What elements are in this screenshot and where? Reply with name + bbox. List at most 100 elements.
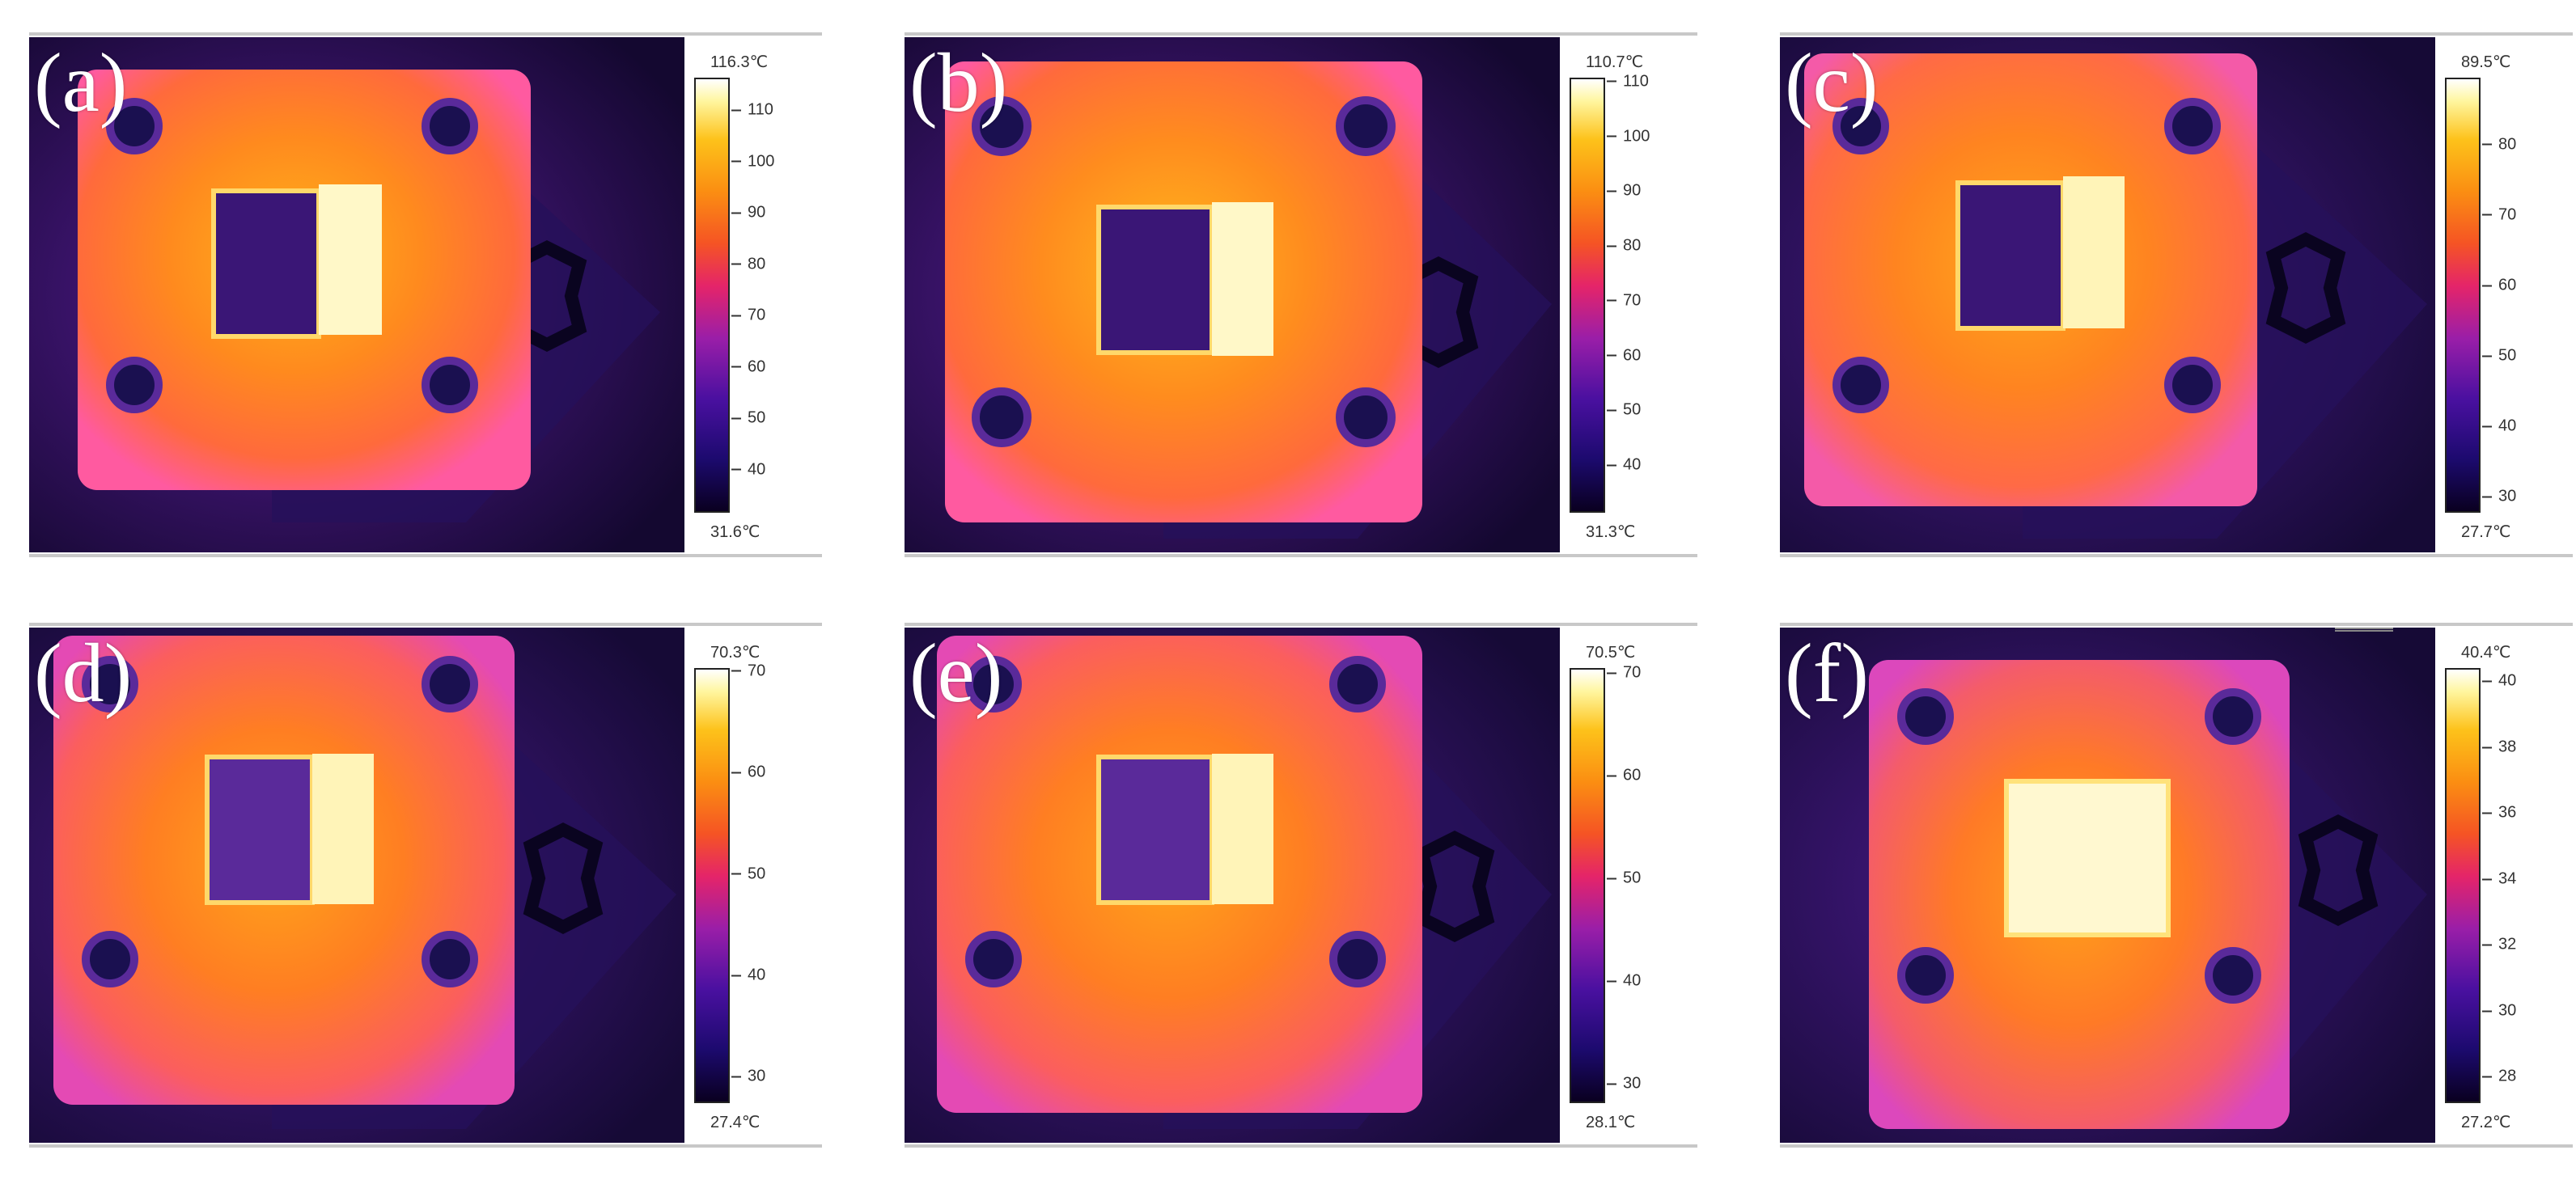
panel-label: (c)	[1785, 36, 1879, 129]
color-scale-tick: 40	[2482, 672, 2516, 691]
bolt-hole	[965, 656, 1022, 713]
thermal-image	[905, 37, 1560, 552]
panel-label: (b)	[909, 36, 1008, 129]
color-scale-tick: 70	[731, 307, 765, 325]
bolt-hole	[1336, 96, 1396, 156]
scale-min-label: 27.7℃	[2461, 523, 2511, 541]
thermal-image-svg	[1780, 37, 2435, 552]
scale-min-label: 31.3℃	[1586, 523, 1636, 541]
hot-spot	[1212, 202, 1273, 356]
window-dash	[2335, 628, 2393, 632]
hot-spot	[319, 184, 382, 335]
cold-window	[1096, 205, 1214, 355]
cold-window	[1096, 755, 1214, 905]
thermal-image	[905, 628, 1560, 1143]
bolt-hole	[422, 656, 478, 713]
panel-label: (d)	[34, 627, 133, 720]
color-scale-tick: 50	[2482, 346, 2516, 365]
color-scale-bar	[694, 78, 730, 513]
panel-label: (a)	[34, 36, 128, 129]
hot-spot	[2004, 779, 2171, 937]
color-scale-tick: 110	[731, 101, 773, 120]
scale-min-label: 28.1℃	[1586, 1114, 1636, 1131]
color-scale-tick: 40	[1607, 456, 1641, 475]
color-scale-bar	[2445, 668, 2481, 1103]
color-scale-tick: 50	[731, 865, 765, 883]
color-scale-bar	[1570, 78, 1605, 513]
thermal-panel-c: (c) 89.5℃ 30 40 50 60 70 80 27.7℃	[1780, 32, 2576, 566]
color-scale-tick: 50	[731, 409, 765, 428]
bolt-hole	[2205, 947, 2261, 1004]
thermal-panel-d: (d) 70.3℃ 30 40 50 60 70 27.4℃	[29, 623, 838, 1157]
thermal-image	[29, 628, 684, 1143]
thermal-image-svg	[905, 628, 1560, 1143]
bolt-hole	[972, 96, 1032, 156]
scale-max-label: 70.5℃	[1586, 644, 1636, 662]
color-scale-tick: 32	[2482, 936, 2516, 954]
bolt-hole	[422, 357, 478, 413]
color-scale-tick: 100	[731, 152, 774, 171]
frame-line	[905, 623, 1697, 626]
scale-max-label: 70.3℃	[710, 644, 761, 662]
color-scale-ticks: 30 40 50 60 70	[1607, 664, 1696, 1103]
bolt-hole	[1897, 688, 1954, 745]
bolt-hole	[422, 98, 478, 154]
thermal-image-svg	[905, 37, 1560, 552]
color-scale-tick: 80	[1607, 237, 1641, 256]
mount-bracket	[1414, 831, 1495, 942]
panel-label: (f)	[1785, 627, 1869, 720]
bolt-hole	[972, 387, 1032, 447]
color-scale-tick: 80	[2482, 135, 2516, 154]
color-scale-tick: 30	[1607, 1074, 1641, 1093]
color-scale-tick: 30	[731, 1068, 765, 1086]
color-scale-tick: 40	[2482, 417, 2516, 435]
color-scale-tick: 70	[2482, 205, 2516, 224]
scale-min-label: 27.4℃	[710, 1114, 761, 1131]
scale-max-label: 116.3℃	[710, 53, 769, 71]
bolt-hole	[965, 931, 1022, 987]
hot-spot	[1212, 754, 1273, 904]
scale-max-label: 89.5℃	[2461, 53, 2511, 71]
color-scale-tick: 50	[1607, 869, 1641, 888]
panel-label: (e)	[909, 627, 1003, 720]
color-scale-tick: 70	[731, 662, 765, 680]
frame-line	[1780, 32, 2573, 36]
color-scale-tick: 40	[1607, 972, 1641, 991]
bolt-hole	[1832, 357, 1889, 413]
scale-max-label: 40.4℃	[2461, 644, 2511, 662]
color-scale-tick: 110	[1607, 72, 1649, 91]
thermal-panel-b: (b) 110.7℃ 40 50 60 70 80 90 100 110 31.3℃	[905, 32, 1714, 566]
bolt-hole	[1832, 98, 1889, 154]
color-scale-tick: 60	[1607, 346, 1641, 365]
frame-line	[29, 1144, 822, 1148]
bolt-hole	[2205, 688, 2261, 745]
bolt-hole	[2164, 98, 2221, 154]
bolt-hole	[1897, 947, 1954, 1004]
frame-line	[29, 554, 822, 557]
cold-window	[205, 755, 315, 905]
color-scale-tick: 30	[2482, 1001, 2516, 1020]
color-scale-tick: 60	[731, 763, 765, 782]
color-scale-tick: 60	[2482, 276, 2516, 294]
thermal-image	[1780, 37, 2435, 552]
color-scale-ticks: 30 40 50 60 70	[731, 662, 820, 1103]
color-scale-tick: 90	[1607, 182, 1641, 201]
thermal-panel-e: (e) 70.5℃ 30 40 50 60 70 28.1℃	[905, 623, 1714, 1157]
frame-line	[905, 1144, 1697, 1148]
cold-window	[1955, 180, 2065, 331]
color-scale-ticks: 40 50 60 70 80 90 100 110	[1607, 72, 1696, 513]
bolt-hole	[422, 931, 478, 987]
cold-window	[211, 188, 321, 339]
hot-spot	[312, 754, 374, 904]
mount-bracket	[2265, 232, 2346, 344]
frame-line	[1780, 554, 2573, 557]
mount-bracket	[2298, 814, 2379, 926]
bolt-hole	[1336, 387, 1396, 447]
thermal-panel-a: (a) 116.3℃ 40 50 60 70 80 90 100 110 31.6℃	[29, 32, 838, 566]
thermal-image-svg	[29, 37, 684, 552]
thermal-image	[1780, 628, 2435, 1143]
bolt-hole	[1329, 931, 1386, 987]
frame-line	[905, 32, 1697, 36]
color-scale-tick: 60	[731, 357, 765, 376]
color-scale-tick: 60	[1607, 767, 1641, 785]
